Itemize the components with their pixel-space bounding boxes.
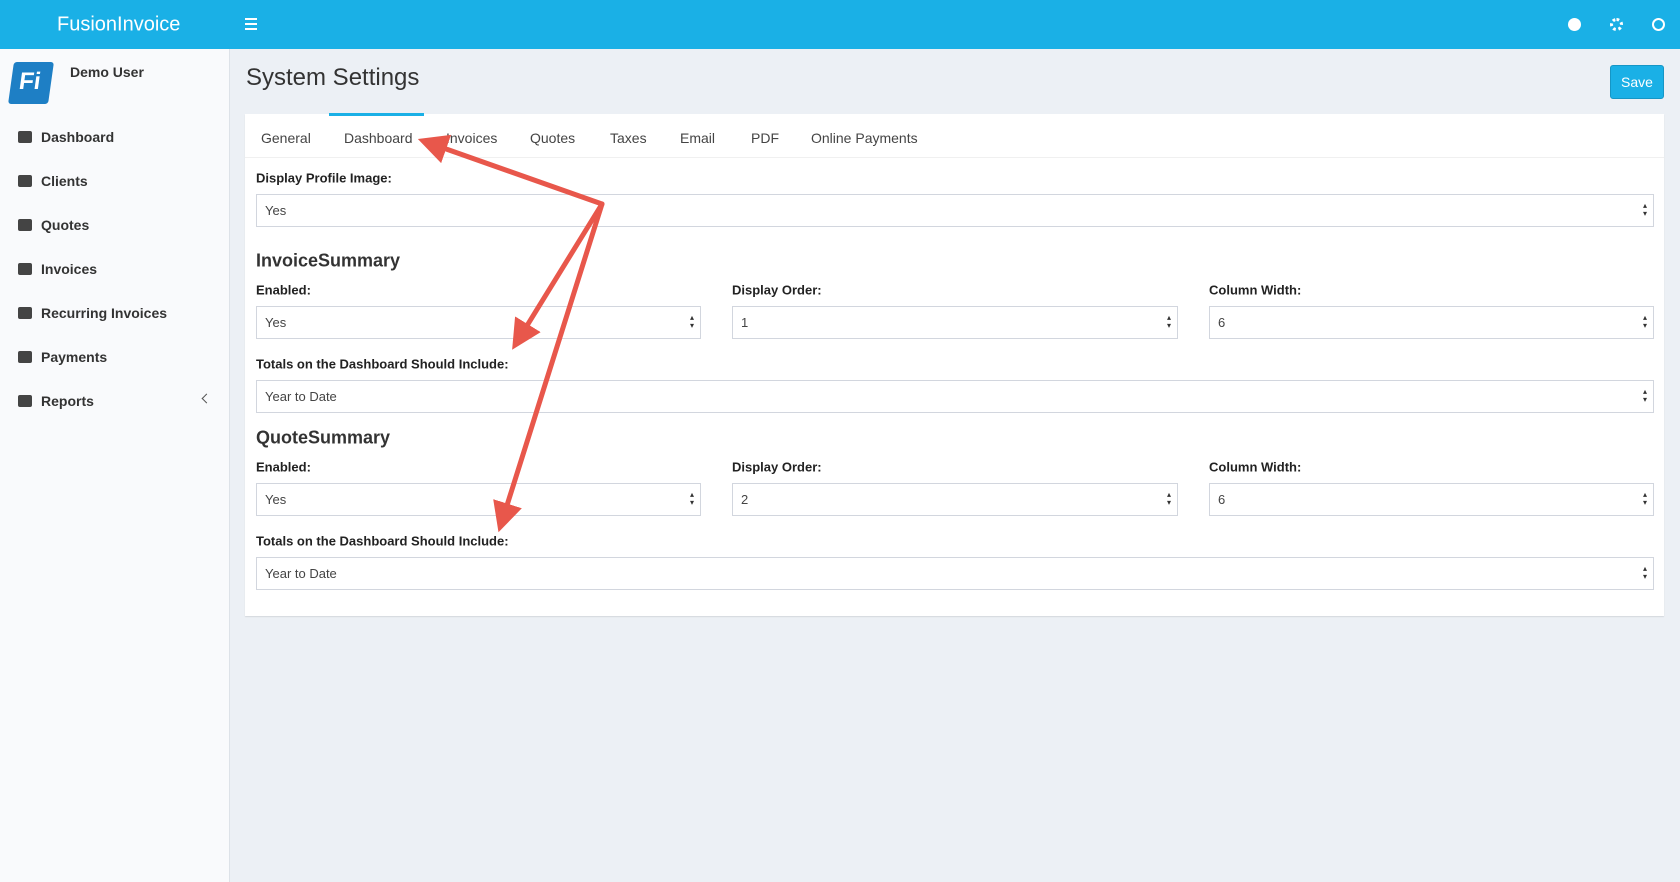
tab[interactable]: Quotes [530, 130, 576, 146]
tab[interactable]: Taxes [610, 130, 647, 146]
select[interactable]: 6 [1209, 483, 1654, 516]
select[interactable]: Yes [256, 306, 701, 339]
field-label: Enabled: [256, 459, 311, 475]
tab[interactable]: Invoices [446, 130, 498, 146]
active-tab-indicator [329, 113, 424, 116]
field-label: Column Width: [1209, 459, 1302, 475]
select[interactable]: 2 [732, 483, 1178, 516]
nav-item[interactable]: Recurring Invoices [41, 305, 168, 321]
nav-icon [18, 351, 32, 363]
field-label: Display Order: [732, 282, 822, 298]
field-label: Display Order: [732, 459, 822, 475]
tab[interactable]: General [261, 130, 311, 146]
nav-icon [18, 395, 32, 407]
select[interactable]: 1 [732, 306, 1178, 339]
power-icon[interactable] [1652, 18, 1665, 31]
nav-item[interactable]: Quotes [41, 217, 90, 233]
select[interactable]: Yes [256, 483, 701, 516]
nav-icon [18, 263, 32, 275]
tab[interactable]: Email [680, 130, 716, 146]
select[interactable]: Yes [256, 194, 1654, 227]
menu-toggle[interactable] [245, 18, 257, 30]
logo: Fi [8, 62, 54, 104]
field-label: Totals on the Dashboard Should Include: [256, 533, 509, 549]
tab[interactable]: PDF [751, 130, 779, 146]
nav-item[interactable]: Invoices [41, 261, 98, 277]
nav-icon [18, 307, 32, 319]
nav-icon [18, 175, 32, 187]
save-button[interactable]: Save [1610, 65, 1664, 99]
section-title: QuoteSummary [256, 427, 391, 448]
tab[interactable]: Dashboard [344, 130, 413, 146]
nav-icon [18, 131, 32, 143]
brand[interactable]: FusionInvoice [57, 13, 181, 36]
select[interactable]: Year to Date [256, 557, 1654, 590]
select[interactable]: Year to Date [256, 380, 1654, 413]
settings-icon[interactable] [1610, 18, 1623, 31]
top-bar: FusionInvoice [0, 0, 1680, 49]
page-title: System Settings [246, 64, 420, 91]
nav-item[interactable]: Payments [41, 349, 108, 365]
nav-item[interactable]: Clients [41, 173, 88, 189]
nav-icon [18, 219, 32, 231]
user-name: Demo User [70, 64, 144, 80]
sidebar [0, 49, 230, 882]
field-label: Display Profile Image: [256, 170, 392, 186]
nav-item[interactable]: Reports [41, 393, 94, 409]
help-icon[interactable] [1568, 18, 1581, 31]
field-label: Totals on the Dashboard Should Include: [256, 356, 509, 372]
field-label: Enabled: [256, 282, 311, 298]
tab[interactable]: Online Payments [811, 130, 918, 146]
select[interactable]: 6 [1209, 306, 1654, 339]
section-title: InvoiceSummary [256, 250, 401, 271]
nav-item[interactable]: Dashboard [41, 129, 115, 145]
field-label: Column Width: [1209, 282, 1302, 298]
